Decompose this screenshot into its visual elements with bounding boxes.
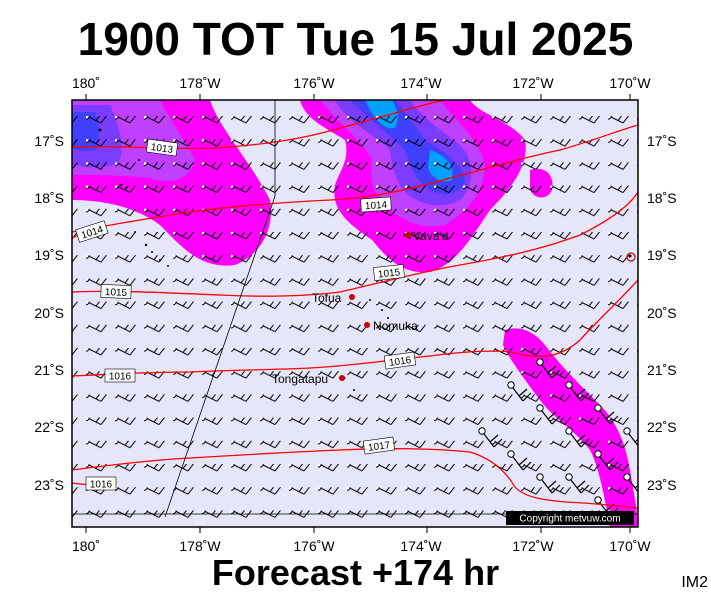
lat-label-right-22s: 22˚S	[647, 419, 677, 435]
lon-label-top-176w: 176˚W	[293, 75, 335, 91]
lat-label-left-17s: 17˚S	[34, 133, 64, 149]
isobar-label-1016-a: 1016	[388, 355, 412, 369]
isobar-label-1016-c: 1016	[90, 480, 113, 491]
lon-label-top-170w: 170˚W	[609, 75, 651, 91]
lon-label-top-174w: 174˚W	[400, 75, 442, 91]
lon-label-bottom-170w: 170˚W	[609, 538, 651, 554]
niue-marker	[626, 252, 636, 262]
islands	[98, 128, 632, 391]
lat-label-right-23s: 23˚S	[647, 477, 677, 493]
lat-label-right-21s: 21˚S	[647, 362, 677, 378]
lat-label-left-22s: 22˚S	[34, 419, 64, 435]
lon-label-top-180: 180˚	[72, 75, 100, 91]
lat-label-left-20s: 20˚S	[34, 305, 64, 321]
vavau-marker	[405, 232, 411, 238]
lat-label-right-20s: 20˚S	[647, 305, 677, 321]
isobars	[72, 100, 638, 509]
dateline	[164, 195, 276, 518]
longitude-ticks	[85, 94, 631, 533]
lat-label-left-21s: 21˚S	[34, 362, 64, 378]
tofua-marker	[349, 294, 355, 300]
isobar-label-1017: 1017	[367, 440, 391, 454]
lon-label-bottom-178w: 178˚W	[179, 538, 221, 554]
tongatapu-marker	[339, 375, 345, 381]
isobar-label-1013: 1013	[150, 142, 174, 156]
lat-label-left-18s: 18˚S	[34, 190, 64, 206]
lon-label-bottom-180: 180˚	[72, 538, 100, 554]
lat-label-right-19s: 19˚S	[647, 247, 677, 263]
nomuka-marker	[364, 322, 370, 328]
isobar-labels: 1013 1014 1014 1015 1015 1016 1016 1017 …	[75, 138, 417, 491]
model-label: IM2	[681, 574, 708, 591]
wind-barb-grid	[72, 100, 638, 527]
copyright-box	[506, 511, 634, 525]
lon-label-bottom-174w: 174˚W	[400, 538, 442, 554]
place-label-tongatapu: Tongatapu	[272, 372, 328, 386]
isobar-label-1015-a: 1015	[377, 267, 401, 280]
isobar-label-1014-a: 1014	[365, 200, 388, 213]
forecast-label: Forecast +174 hr	[211, 552, 500, 593]
map-frame	[71, 99, 639, 528]
lon-label-top-178w: 178˚W	[179, 75, 221, 91]
isobar-label-1015-b: 1015	[105, 287, 128, 299]
lon-label-bottom-176w: 176˚W	[293, 538, 335, 554]
copyright-text: Copyright metvuw.com	[519, 514, 620, 525]
place-label-vavau: Vava'u	[413, 229, 448, 243]
lat-label-left-23s: 23˚S	[34, 477, 64, 493]
place-label-tofua: Tofua	[312, 291, 342, 305]
lon-label-bottom-172w: 172˚W	[512, 538, 554, 554]
place-label-nomuka: Nomuka	[373, 319, 418, 333]
lat-label-right-18s: 18˚S	[647, 190, 677, 206]
place-markers: Vava'u Tofua Nomuka Tongatapu	[272, 229, 636, 386]
isobar-label-1016-b: 1016	[109, 372, 132, 383]
lon-label-top-172w: 172˚W	[512, 75, 554, 91]
map-title: 1900 TOT Tue 15 Jul 2025	[77, 13, 634, 65]
lat-label-left-19s: 19˚S	[34, 247, 64, 263]
map-content	[72, 100, 638, 527]
lat-label-right-17s: 17˚S	[647, 133, 677, 149]
